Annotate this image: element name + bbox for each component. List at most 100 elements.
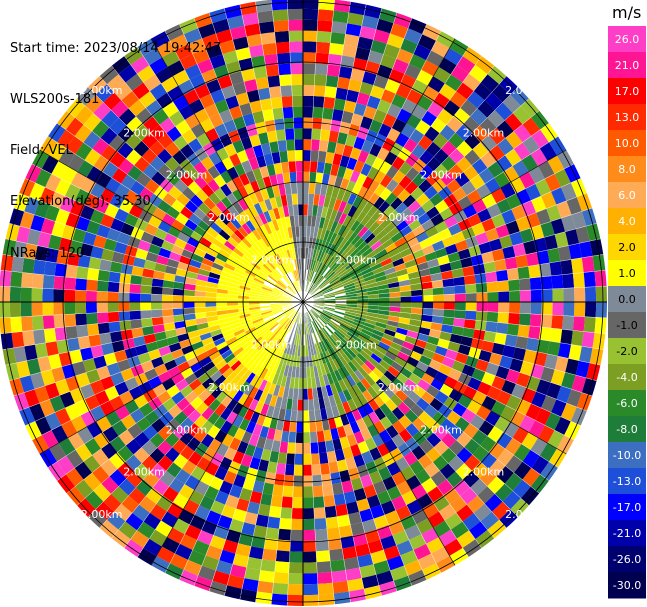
velocity-bin (338, 66, 353, 79)
velocity-bin (75, 216, 91, 232)
velocity-bin (433, 92, 450, 109)
velocity-bin (426, 206, 440, 220)
velocity-bin (246, 345, 257, 356)
velocity-bin (262, 548, 277, 562)
velocity-bin (205, 286, 218, 293)
velocity-bin (462, 265, 475, 277)
velocity-bin (92, 466, 110, 484)
velocity-bin (316, 41, 331, 54)
velocity-bin (521, 154, 539, 172)
velocity-bin (572, 272, 585, 288)
velocity-bin (174, 355, 187, 367)
velocity-bin (465, 235, 479, 249)
velocity-bin (511, 204, 526, 221)
velocity-bin (560, 259, 573, 275)
velocity-bin (356, 381, 367, 394)
velocity-bin (396, 48, 414, 64)
velocity-bin (303, 106, 314, 118)
velocity-bin (61, 166, 78, 184)
velocity-bin (134, 124, 151, 141)
velocity-bin (99, 332, 112, 345)
velocity-bin (248, 546, 264, 560)
velocity-bin (338, 270, 349, 279)
velocity-bin (42, 315, 55, 330)
velocity-bin (279, 441, 289, 454)
velocity-bin (284, 409, 292, 421)
velocity-bin (189, 514, 206, 531)
velocity-bin (318, 140, 329, 152)
velocity-bin (397, 242, 410, 253)
velocity-bin (303, 139, 312, 151)
ring-label: 2.00km (378, 211, 420, 224)
velocity-bin (505, 455, 523, 473)
velocity-bin (119, 273, 132, 284)
velocity-bin (227, 424, 239, 438)
velocity-bin (273, 338, 282, 349)
velocity-bin (349, 421, 361, 434)
velocity-bin (272, 325, 282, 335)
velocity-bin (152, 479, 169, 496)
velocity-bin (215, 341, 228, 351)
velocity-bin (124, 377, 139, 391)
velocity-bin (100, 375, 115, 391)
velocity-bin (503, 166, 520, 183)
velocity-bin (169, 477, 185, 494)
velocity-bin (262, 482, 275, 495)
velocity-bin (413, 543, 432, 560)
velocity-bin (110, 261, 123, 274)
velocity-bin (214, 374, 227, 387)
velocity-bin (24, 196, 40, 215)
velocity-bin (363, 4, 382, 19)
velocity-bin (356, 126, 370, 140)
velocity-bin (210, 267, 222, 276)
velocity-bin (271, 307, 283, 313)
velocity-bin (399, 346, 413, 357)
velocity-bin (229, 484, 243, 499)
velocity-bin (353, 254, 365, 264)
velocity-bin (406, 113, 422, 129)
velocity-bin (196, 242, 209, 253)
velocity-bin (135, 479, 153, 497)
velocity-bin (311, 260, 317, 271)
velocity-bin (333, 331, 344, 341)
velocity-bin (303, 486, 314, 498)
velocity-bin (320, 408, 328, 420)
velocity-bin (421, 314, 433, 323)
velocity-bin (264, 261, 274, 272)
velocity-bin (194, 175, 208, 189)
velocity-bin (76, 324, 89, 338)
velocity-bin (375, 321, 387, 329)
velocity-bin (201, 214, 215, 227)
velocity-bin (303, 573, 318, 585)
velocity-bin (283, 342, 290, 354)
velocity-bin (404, 259, 417, 269)
velocity-bin (175, 378, 189, 392)
velocity-bin (364, 217, 376, 230)
velocity-bin (575, 226, 590, 244)
velocity-bin (426, 432, 442, 448)
velocity-bin (409, 54, 427, 70)
velocity-bin (88, 256, 102, 270)
velocity-bin (353, 237, 365, 249)
velocity-bin (88, 334, 102, 348)
velocity-bin (175, 268, 188, 278)
velocity-bin (306, 269, 310, 281)
velocity-bin (494, 102, 513, 121)
velocity-bin (477, 486, 495, 504)
velocity-bin (528, 420, 545, 438)
velocity-bin (205, 545, 223, 561)
velocity-bin (531, 455, 549, 475)
velocity-bin (373, 196, 385, 210)
velocity-bin (566, 196, 582, 215)
velocity-bin (93, 102, 112, 121)
velocity-bin (140, 285, 152, 294)
velocity-bin (272, 288, 284, 295)
velocity-bin (53, 275, 66, 290)
velocity-bin (40, 218, 56, 235)
velocity-bin (125, 133, 142, 150)
velocity-bin (85, 94, 104, 114)
velocity-bin (172, 518, 190, 535)
velocity-bin (260, 290, 272, 296)
velocity-bin (409, 350, 422, 362)
velocity-bin (266, 259, 276, 270)
